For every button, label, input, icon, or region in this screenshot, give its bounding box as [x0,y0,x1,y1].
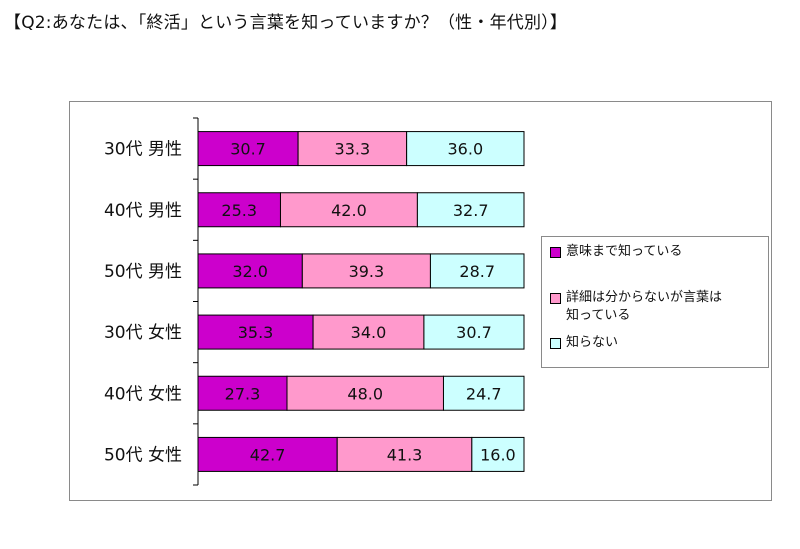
data-label: 32.7 [453,201,489,220]
legend-item-know-word: 詳細は分からないが言葉は 知っている [550,289,766,325]
bar-segment [471,436,525,472]
category-label: 40代 男性 [104,201,182,221]
data-label: 41.3 [387,445,423,464]
legend-swatch-know-meaning [550,247,561,258]
data-label: 35.3 [238,323,274,342]
bar-segment [197,375,288,411]
legend-label-dont-know: 知らない [566,335,619,350]
data-label: 24.7 [466,384,502,403]
category-label: 50代 男性 [104,262,182,282]
bar-segment [429,253,525,289]
page-title: 【Q2:あなたは、「終活」という言葉を知っていますか？（性・年代別）】 [4,13,568,33]
category-label: 50代 女性 [104,445,182,465]
data-label: 32.0 [232,262,268,281]
legend-swatch-know-word [550,293,561,304]
data-label: 16.0 [480,445,516,464]
bar-segment [279,192,418,228]
bar-segment [301,253,431,289]
bar-segment [336,436,473,472]
data-label: 28.7 [459,262,495,281]
data-label: 42.7 [250,445,286,464]
data-label: 33.3 [335,140,371,159]
data-label: 30.7 [456,323,492,342]
data-label: 42.0 [331,201,367,220]
legend-swatch-dont-know [550,338,561,349]
legend-label-know-meaning: 意味まで知っている [566,244,683,259]
bar-segment [423,314,525,350]
bar-segment [442,375,525,411]
data-label: 30.7 [230,140,266,159]
legend: 意味まで知っている 詳細は分からないが言葉は 知っている 知らない [541,236,769,368]
category-label: 30代 男性 [104,140,182,160]
bar-segment [286,375,444,411]
data-label: 39.3 [349,262,385,281]
legend-item-dont-know: 知らない [550,334,766,352]
bar-segment [406,131,525,167]
category-label: 40代 女性 [104,384,182,404]
bar-segment [312,314,425,350]
category-label: 30代 女性 [104,323,182,343]
data-label: 48.0 [347,384,383,403]
bar-segment [297,131,408,167]
legend-label-know-word: 詳細は分からないが言葉は 知っている [566,290,723,323]
bar-segment [416,192,525,228]
data-label: 36.0 [448,140,484,159]
data-label: 34.0 [351,323,387,342]
data-label: 27.3 [225,384,261,403]
legend-item-know-meaning: 意味まで知っている [550,243,766,261]
data-label: 25.3 [221,201,257,220]
